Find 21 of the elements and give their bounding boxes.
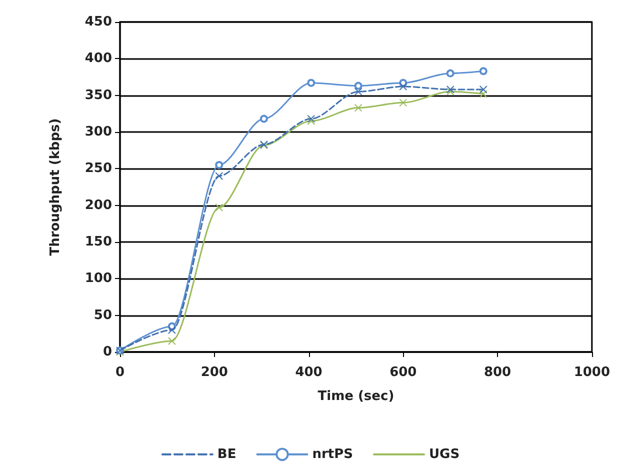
y-tick-label: 0 [102, 344, 112, 360]
legend-label: nrtPS [312, 446, 353, 462]
legend-label: UGS [428, 446, 460, 462]
y-tick-label: 100 [84, 271, 112, 286]
x-tick-label: 400 [295, 365, 322, 380]
x-tick-label: 600 [390, 365, 417, 380]
x-tick-label: 800 [484, 365, 512, 380]
y-tick-label: 250 [84, 161, 112, 176]
y-tick-label: 400 [84, 51, 112, 66]
x-axis-title: Time (sec) [318, 389, 394, 404]
y-tick-label: 200 [84, 198, 112, 213]
y-tick-label: 300 [84, 124, 112, 140]
x-tick-label: 0 [115, 365, 125, 380]
y-tick-label: 450 [84, 14, 112, 30]
x-tick-label: 1000 [574, 365, 610, 380]
y-tick-label: 350 [84, 88, 112, 103]
y-axis-title: Throughput (kbps) [48, 118, 63, 256]
y-tick-label: 50 [94, 308, 112, 323]
x-tick-label: 200 [200, 365, 228, 380]
legend-label: BE [217, 446, 236, 462]
y-tick-label: 150 [84, 234, 112, 250]
